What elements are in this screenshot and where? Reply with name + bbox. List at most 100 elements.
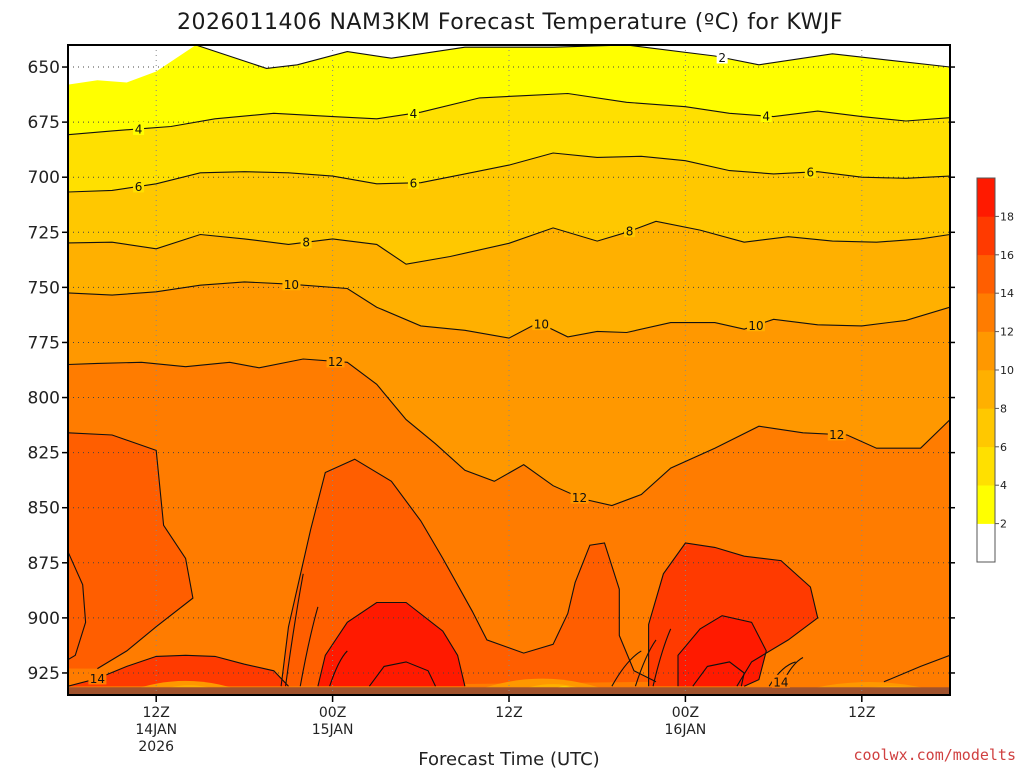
contour-label-14-15: 14 <box>90 672 105 686</box>
isotherm-surface-3 <box>611 650 642 687</box>
colorbar-label-6: 6 <box>1000 441 1007 454</box>
y-tick-label-700: 700 <box>28 168 60 188</box>
isotherm-8-3 <box>68 220 950 265</box>
isotherm-14-6 <box>68 654 289 687</box>
contour-label-bg-1 <box>133 121 145 135</box>
isotherm-18-12 <box>368 661 436 687</box>
y-tick-label-775: 775 <box>28 333 60 353</box>
contour-label-bg-16 <box>771 674 790 688</box>
contour-label-10-11: 10 <box>748 319 763 333</box>
contour-label-bg-7 <box>300 235 312 249</box>
colorbar-swatch-2 <box>977 446 995 486</box>
colorbar-label-18: 18 <box>1000 210 1014 223</box>
x-axis-label: Forecast Time (UTC) <box>418 749 599 768</box>
contour-label-bg-5 <box>407 175 419 189</box>
colorbar-label-2: 2 <box>1000 518 1007 531</box>
isotherm-surface-4 <box>634 639 657 687</box>
isotherm-12-5 <box>68 358 950 507</box>
y-tick-label-750: 750 <box>28 278 60 298</box>
fill-core-left-16 <box>68 655 289 687</box>
isotherm-surface-2 <box>329 650 348 687</box>
contour-label-6-4: 6 <box>135 180 143 194</box>
isotherm-4-1 <box>68 92 950 136</box>
contour-label-12-12: 12 <box>328 355 343 369</box>
x-tick-label-1-1: 00Z <box>319 705 346 721</box>
contour-label-4-3: 4 <box>762 110 770 124</box>
contour-label-bg-2 <box>407 106 419 120</box>
x-tick-label-2-1: 12Z <box>495 705 522 721</box>
isotherm-surface-1 <box>299 606 319 687</box>
colorbar-label-14: 14 <box>1000 287 1014 300</box>
isotherm-surface-0 <box>285 573 304 687</box>
contour-label-4-2: 4 <box>410 107 418 121</box>
plot-area <box>68 45 950 695</box>
colorbar-swatch-8 <box>977 216 995 256</box>
x-tick-label-4-1: 12Z <box>848 705 875 721</box>
x-tick-label-3-1: 00Z <box>672 705 699 721</box>
contour-label-bg-12 <box>326 354 345 368</box>
contour-label-2-0: 2 <box>718 51 726 65</box>
x-tick-label-0-3: 2026 <box>138 739 174 755</box>
y-tick-label-850: 850 <box>28 499 60 519</box>
colorbar-label-16: 16 <box>1000 249 1014 262</box>
contour-label-12-14: 12 <box>829 428 844 442</box>
colorbar-label-4: 4 <box>1000 479 1007 492</box>
contour-label-8-8: 8 <box>626 225 634 239</box>
isotherm-16-13 <box>677 615 767 687</box>
contour-label-12-13: 12 <box>572 491 587 505</box>
contour-label-bg-9 <box>282 277 301 291</box>
contour-label-bg-6 <box>804 165 816 179</box>
colorbar-swatch-9 <box>977 178 995 217</box>
y-tick-label-800: 800 <box>28 389 60 409</box>
isotherm-16-7 <box>68 551 87 661</box>
isotherm-14-10 <box>648 542 819 687</box>
contour-label-10-10: 10 <box>534 318 549 332</box>
contour-label-bg-8 <box>624 224 636 238</box>
fill-core-15jan-18 <box>317 602 465 687</box>
colorbar-swatch-3 <box>977 408 995 448</box>
y-tick-label-650: 650 <box>28 58 60 78</box>
colorbar-swatch-6 <box>977 293 995 332</box>
contour-label-4-1: 4 <box>135 122 143 136</box>
contour-label-6-5: 6 <box>410 176 418 190</box>
contour-label-bg-14 <box>827 427 846 441</box>
x-tick-label-0-1: 12Z <box>142 705 169 721</box>
colorbar-label-12: 12 <box>1000 326 1014 339</box>
isotherm-18-14 <box>692 661 745 687</box>
isotherm-surface-5 <box>652 628 672 687</box>
terrain-ground <box>68 687 950 695</box>
fill-band-white-left <box>68 45 196 85</box>
isotherm-2-0 <box>195 45 950 69</box>
y-tick-label-675: 675 <box>28 113 60 133</box>
contour-label-bg-0 <box>716 50 728 64</box>
colorbar: 2 4 6 8 10 12 14 16 18 <box>976 177 1014 563</box>
isotherm-14-15 <box>883 654 950 683</box>
colorbar-label-10: 10 <box>1000 364 1014 377</box>
isotherm-6-2 <box>68 152 950 193</box>
x-tick-label-3-2: 16JAN <box>665 722 707 738</box>
contour-label-bg-3 <box>760 109 772 123</box>
x-tick-label-1-2: 15JAN <box>312 722 354 738</box>
colorbar-swatch-4 <box>977 370 995 409</box>
y-tick-label-925: 925 <box>28 664 60 684</box>
y-tick-label-725: 725 <box>28 223 60 243</box>
colorbar-swatch-7 <box>977 254 995 294</box>
isotherm-surface-7 <box>768 661 796 687</box>
contour-label-10-9: 10 <box>284 278 299 292</box>
colorbar-label-8: 8 <box>1000 402 1007 415</box>
isotherm-14-8 <box>68 432 194 670</box>
contour-label-14-16: 14 <box>773 675 788 689</box>
contour-label-8-7: 8 <box>302 236 310 250</box>
contour-label-6-6: 6 <box>807 166 815 180</box>
fill-core-16jan-18 <box>678 615 767 687</box>
y-tick-label-825: 825 <box>28 444 60 464</box>
contour-label-bg-10 <box>532 317 551 331</box>
fill-core-15jan-14 <box>68 432 193 669</box>
colorbar-swatch-1 <box>977 485 995 524</box>
contour-label-bg-13 <box>570 490 589 504</box>
fill-band-below-2 <box>195 45 950 69</box>
contour-label-bg-4 <box>133 179 145 193</box>
colorbar-swatch-5 <box>977 331 995 371</box>
site-credit: coolwx.com/modelts <box>853 746 1016 764</box>
